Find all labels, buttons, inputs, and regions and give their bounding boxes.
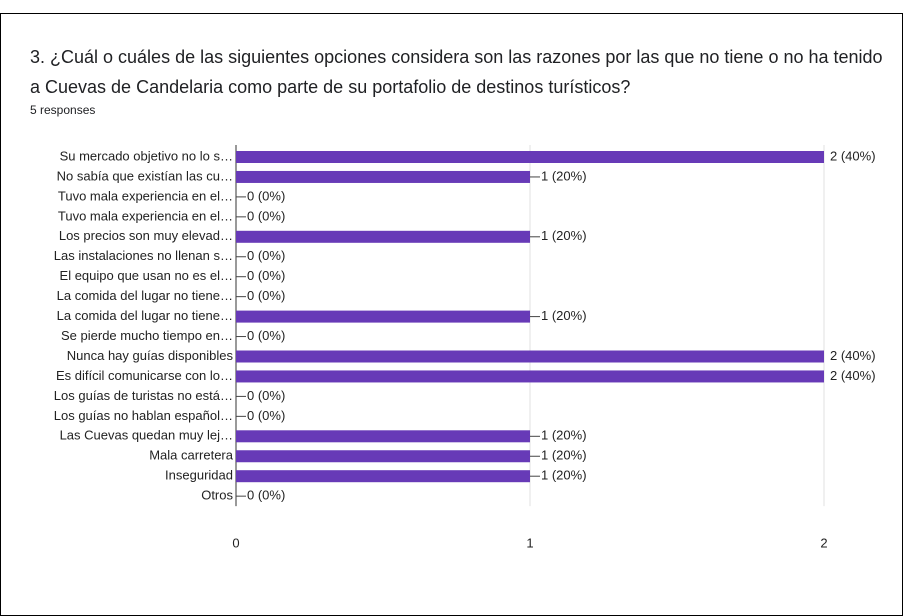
y-tick-label: Mala carretera: [149, 448, 234, 463]
bar: [236, 310, 530, 323]
value-label: 0 (0%): [247, 188, 285, 203]
value-label: 0 (0%): [247, 248, 285, 263]
value-label: 1 (20%): [541, 468, 587, 483]
value-label: 0 (0%): [247, 208, 285, 223]
bar: [236, 430, 530, 443]
value-label: 0 (0%): [247, 408, 285, 423]
bar: [236, 470, 530, 483]
bar: [236, 230, 530, 243]
y-tick-label: Inseguridad: [165, 468, 233, 483]
y-tick-label: Es difícil comunicarse con lo…: [56, 368, 233, 383]
y-tick-label: El equipo que usan no es el…: [60, 268, 233, 283]
x-tick-label: 1: [526, 535, 533, 550]
value-label: 0 (0%): [247, 388, 285, 403]
x-tick-label: 2: [820, 535, 827, 550]
value-label: 2 (40%): [830, 148, 876, 163]
y-tick-label: No sabía que existían las cu…: [57, 168, 233, 183]
y-tick-label: Los guías de turistas no está…: [54, 388, 233, 403]
y-tick-label: Tuvo mala experiencia en el…: [58, 208, 233, 223]
value-label: 1 (20%): [541, 168, 587, 183]
response-count: 5 responses: [30, 103, 96, 117]
bar: [236, 450, 530, 463]
y-tick-label: La comida del lugar no tiene…: [57, 308, 233, 323]
y-tick-label: Los guías no hablan español…: [54, 408, 233, 423]
y-tick-label: Los precios son muy elevad…: [59, 228, 233, 243]
y-tick-label: Otros: [201, 488, 233, 503]
value-label: 1 (20%): [541, 308, 587, 323]
value-label: 1 (20%): [541, 428, 587, 443]
value-label: 2 (40%): [830, 348, 876, 363]
bar: [236, 370, 824, 383]
y-tick-label: Se pierde mucho tiempo en…: [61, 328, 233, 343]
value-label: 2 (40%): [830, 368, 876, 383]
y-tick-label: Nunca hay guías disponibles: [67, 348, 234, 363]
value-label: 1 (20%): [541, 228, 587, 243]
y-tick-label: Tuvo mala experiencia en el…: [58, 188, 233, 203]
y-tick-label: La comida del lugar no tiene…: [57, 288, 233, 303]
y-tick-label: Las instalaciones no llenan s…: [54, 248, 233, 263]
value-label: 0 (0%): [247, 288, 285, 303]
value-label: 0 (0%): [247, 328, 285, 343]
value-label: 0 (0%): [247, 268, 285, 283]
bar: [236, 350, 824, 363]
value-label: 1 (20%): [541, 448, 587, 463]
bar: [236, 170, 530, 183]
value-label: 0 (0%): [247, 488, 285, 503]
question-title: 3. ¿Cuál o cuáles de las siguientes opci…: [30, 47, 883, 97]
bar: [236, 151, 824, 163]
y-tick-label: Las Cuevas quedan muy lej…: [60, 428, 233, 443]
y-tick-label: Su mercado objetivo no lo s…: [60, 148, 233, 163]
x-tick-label: 0: [232, 535, 239, 550]
